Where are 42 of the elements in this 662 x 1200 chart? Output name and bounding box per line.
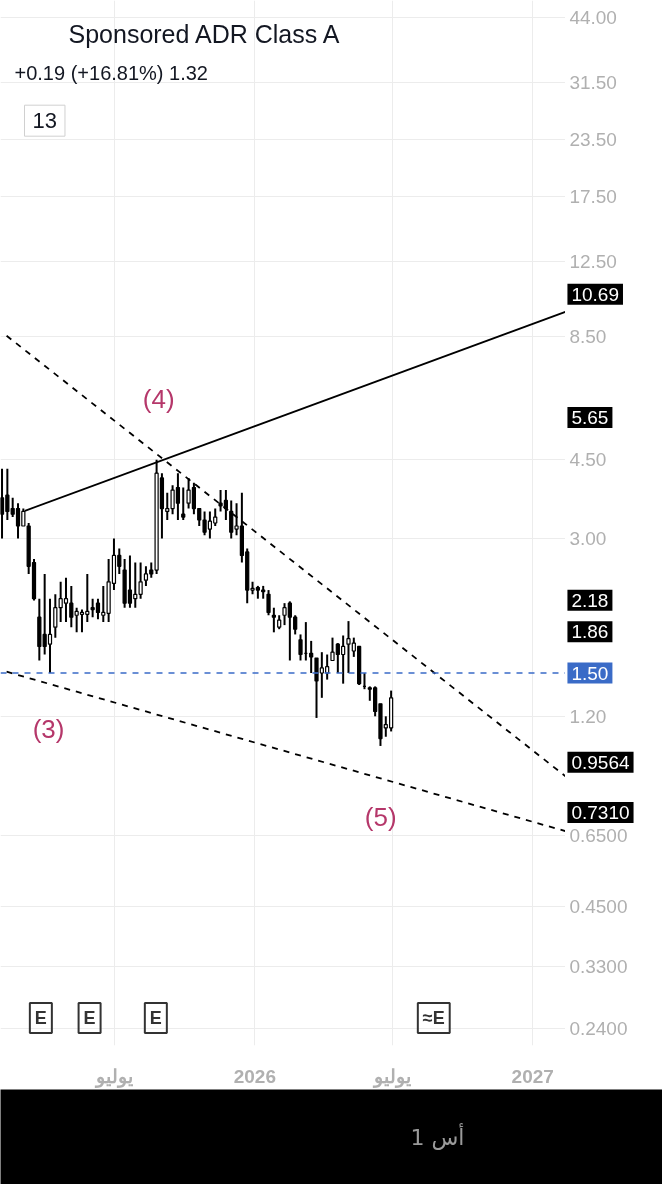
y-tick-label: 23.50 <box>569 128 617 150</box>
text: 1 أس <box>410 1122 465 1151</box>
y-tick-label: 8.50 <box>569 325 607 347</box>
y-tick-label: 31.50 <box>569 71 617 93</box>
annotation: 13 <box>32 108 57 134</box>
text: +0.19 (+16.81%) 1.32 <box>14 61 208 84</box>
annotation: (4) <box>142 383 175 414</box>
y-tick-label: 4.50 <box>569 449 607 471</box>
x-tick-label: 2027 <box>511 1065 554 1087</box>
y-tick-label: 1.20 <box>569 705 607 727</box>
y-tick-label: 0.2400 <box>569 1018 628 1040</box>
text: Sponsored ADR Class A <box>68 19 340 48</box>
y-tick-label: 17.50 <box>569 185 617 207</box>
annotation: E <box>149 1007 162 1028</box>
candlestick <box>298 633 303 662</box>
y-tick-label: 3.00 <box>569 528 607 550</box>
text: 2.18 <box>571 589 609 611</box>
y-tick-label: 0.6500 <box>569 824 628 846</box>
text: 5.65 <box>571 406 609 428</box>
x-tick-label: يوليو <box>94 1065 134 1088</box>
ref-line-label: 1.50 <box>571 662 609 684</box>
y-tick-label: 0.4500 <box>569 896 628 918</box>
x-tick-label: 2026 <box>233 1065 276 1087</box>
candlestick <box>181 486 186 522</box>
y-tick-label: 44.00 <box>569 6 617 28</box>
candlestick <box>266 589 271 617</box>
text: 10.69 <box>571 283 619 305</box>
annotation: E <box>34 1007 47 1028</box>
candlestick <box>271 606 276 634</box>
annotation: ≈E <box>422 1007 445 1028</box>
candlestick <box>143 565 149 587</box>
text: 1.86 <box>571 621 609 643</box>
x-tick-label: يوليو <box>372 1065 412 1088</box>
text: 0.7310 <box>571 801 630 823</box>
annotation: E <box>83 1007 96 1028</box>
annotation: (3) <box>32 713 65 744</box>
y-tick-label: 0.3300 <box>569 956 628 978</box>
candlestick <box>138 561 143 600</box>
text: 0.9564 <box>571 751 630 773</box>
y-tick-label: 12.50 <box>569 251 617 273</box>
candlestick <box>309 639 314 675</box>
annotation: (5) <box>364 801 397 832</box>
